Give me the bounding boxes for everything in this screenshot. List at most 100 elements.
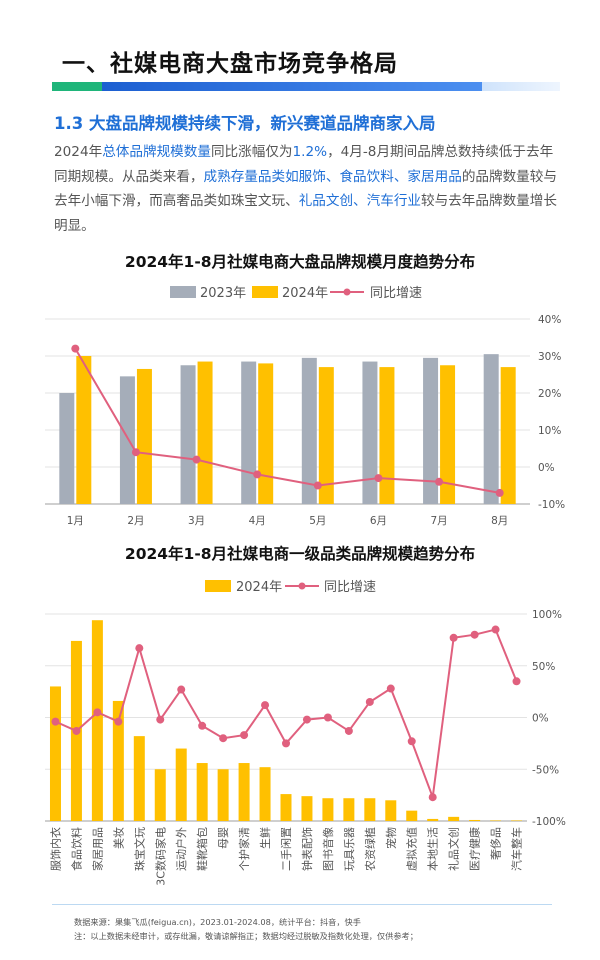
x-tick-label: 生鲜: [258, 827, 272, 849]
right-axis-tick: 20%: [538, 388, 561, 400]
paragraph-text: 2024年: [54, 144, 103, 160]
bar-2024: [318, 367, 334, 504]
growth-point: [72, 726, 81, 735]
bar-2023: [241, 361, 257, 504]
bar-2024: [301, 796, 313, 821]
highlight-text: 总体品牌规模数量: [102, 144, 211, 160]
x-tick-label: 4月: [249, 515, 266, 527]
bar-2024: [112, 700, 124, 821]
bar-2024: [217, 769, 229, 821]
chart2-title: 2024年1-8月社媒电商一级品类品牌规模趋势分布: [124, 545, 476, 563]
bar-2024: [133, 736, 145, 821]
x-tick-label: 2月: [127, 515, 144, 527]
footer-note: 注：以上数据未经审计，或存纰漏，敬请谅解指正；数据均经过脱敏及指数化处理，仅供参…: [74, 931, 418, 941]
right-axis-tick: 100%: [532, 609, 562, 621]
legend-growth-marker: [298, 582, 306, 590]
x-tick-label: 家居用品: [90, 827, 104, 871]
bar-2024: [469, 819, 481, 821]
bar-2023: [423, 357, 439, 504]
x-tick-label: 3月: [188, 515, 205, 527]
right-axis-tick: 0%: [538, 462, 555, 474]
x-tick-label: 汽车整车: [510, 827, 524, 871]
summary-paragraph: 2024年总体品牌规模数量同比涨幅仅为1.2%，4月-8月期间品牌总数持续低于去…: [54, 140, 560, 238]
bar-2024: [238, 763, 250, 821]
legend-growth-label: 同比增速: [324, 580, 376, 595]
x-tick-label: 奢侈品: [489, 827, 503, 860]
bar-2024: [136, 368, 152, 504]
x-tick-label: 礼品文创: [447, 827, 461, 871]
x-tick-label: 母婴: [217, 827, 230, 849]
x-tick-label: 5月: [309, 515, 326, 527]
growth-point: [219, 734, 228, 743]
bar-2024: [91, 620, 103, 821]
bar-2024: [385, 800, 397, 821]
x-tick-label: 农资绿植: [363, 827, 377, 871]
legend-2024-swatch: [252, 286, 278, 298]
growth-point: [323, 713, 332, 722]
x-tick-label: 宠物: [384, 827, 398, 849]
x-tick-label: 1月: [67, 515, 84, 527]
x-tick-label: 3C数码家电: [153, 827, 167, 886]
growth-point: [240, 731, 249, 740]
x-tick-label: 本地生活: [426, 827, 440, 871]
legend-growth-marker: [343, 288, 351, 296]
x-tick-label: 7月: [430, 515, 447, 527]
bar-2024: [448, 816, 460, 821]
growth-point: [495, 488, 504, 497]
x-tick-label: 虚拟充值: [405, 827, 419, 871]
growth-point: [261, 701, 270, 710]
x-tick-label: 个护家清: [237, 827, 251, 871]
bar-2024: [511, 820, 523, 821]
x-tick-label: 8月: [491, 515, 508, 527]
highlight-text: 礼品文创、汽车行业: [298, 193, 422, 209]
right-axis-tick: -10%: [538, 499, 565, 511]
bar-2024: [406, 810, 418, 821]
growth-point: [177, 685, 186, 694]
bar-2024: [49, 686, 61, 821]
highlight-text: 1.2%: [292, 144, 328, 160]
bar-2024: [258, 363, 274, 504]
bar-2023: [362, 361, 378, 504]
growth-point: [428, 793, 437, 802]
growth-point: [192, 455, 201, 464]
growth-point: [386, 684, 395, 693]
x-tick-label: 美妆: [112, 827, 125, 849]
x-tick-label: 食品饮料: [69, 827, 83, 871]
bar-2024: [427, 818, 439, 821]
x-tick-label: 二手闲置: [279, 827, 293, 871]
growth-point: [71, 344, 80, 353]
growth-point: [365, 697, 374, 706]
bar-2024: [76, 356, 92, 504]
right-axis-tick: 0%: [532, 713, 549, 725]
page-title: 一、社媒电商大盘市场竞争格局: [62, 51, 398, 77]
growth-point: [313, 481, 322, 490]
x-tick-label: 珠宝文玩: [132, 827, 146, 871]
x-tick-label: 6月: [370, 515, 387, 527]
bar-2024: [490, 820, 502, 821]
bar-2024: [500, 367, 516, 504]
growth-line: [74, 348, 500, 494]
paragraph-text: 较与去年品牌数量增长明显。: [54, 193, 557, 234]
right-axis-tick: 30%: [538, 351, 561, 363]
legend-2023-swatch: [170, 286, 196, 298]
bar-2023: [301, 357, 317, 504]
bar-2024: [197, 361, 213, 504]
growth-point: [93, 708, 102, 717]
growth-point: [512, 677, 521, 686]
footer-source: 数据来源：果集飞瓜(feigua.cn)，2023.01-2024.08，统计平…: [74, 917, 361, 927]
growth-point: [156, 715, 165, 724]
growth-point: [344, 726, 353, 735]
title-bar-green: [52, 82, 102, 91]
growth-point: [282, 739, 290, 748]
bar-2024: [379, 367, 395, 504]
bar-2024: [280, 794, 292, 821]
title-bar-blue: [102, 82, 482, 91]
right-axis-tick: 50%: [532, 661, 555, 673]
growth-point: [131, 448, 140, 457]
bar-2024: [175, 748, 187, 821]
legend-2024-label: 2024年: [236, 580, 282, 595]
right-axis-tick: -50%: [532, 764, 559, 776]
title-underline-bar: [52, 82, 560, 91]
growth-point: [198, 721, 207, 730]
